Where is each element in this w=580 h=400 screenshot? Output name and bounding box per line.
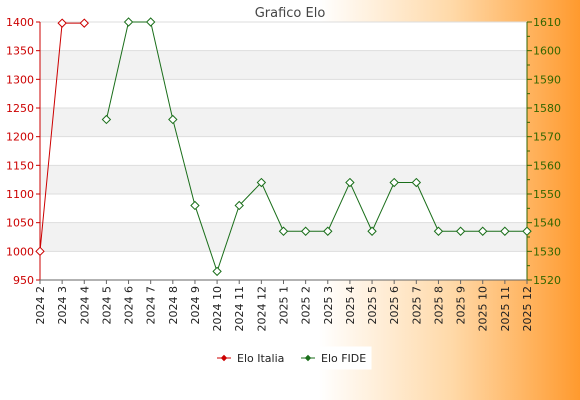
right-axis-tick-label: 1600 xyxy=(533,45,561,58)
x-axis-tick-label: 2024 10 xyxy=(211,286,224,332)
x-axis-tick-label: 2024 2 xyxy=(34,286,47,325)
elo-fide-point xyxy=(101,114,112,125)
right-axis-tick-label: 1540 xyxy=(533,217,561,230)
x-axis-tick-label: 2024 11 xyxy=(233,286,246,332)
elo-fide-point xyxy=(212,266,222,277)
x-axis-tick-label: 2024 6 xyxy=(123,286,136,325)
elo-fide-point xyxy=(256,177,267,188)
left-axis-tick-label: 950 xyxy=(13,274,34,287)
elo-fide-point xyxy=(345,177,355,188)
x-axis-tick-label: 2025 12 xyxy=(521,286,534,332)
x-axis-tick-label: 2025 8 xyxy=(432,286,445,325)
x-axis-tick-label: 2025 5 xyxy=(366,286,379,325)
x-axis-tick-label: 2024 7 xyxy=(145,286,158,325)
x-axis-tick-label: 2025 4 xyxy=(344,286,357,325)
right-axis-tick-label: 1570 xyxy=(533,131,561,144)
elo-italia-legend-label: Elo Italia xyxy=(237,352,284,365)
elo-fide-point xyxy=(522,226,532,236)
x-axis-tick-label: 2025 7 xyxy=(410,286,423,325)
elo-fide-point xyxy=(234,200,244,211)
elo-fide-point xyxy=(389,177,399,188)
left-axis-tick-label: 1050 xyxy=(6,217,34,230)
left-axis-tick-label: 1150 xyxy=(6,159,34,172)
elo-fide-legend-label: Elo FIDE xyxy=(321,352,366,365)
grid-band xyxy=(40,50,527,80)
x-axis-tick-label: 2024 8 xyxy=(167,286,180,325)
x-axis-tick-label: 2025 9 xyxy=(455,286,468,325)
x-axis-tick-label: 2024 12 xyxy=(255,286,268,332)
left-axis-tick-label: 1100 xyxy=(6,188,34,201)
elo-fide-legend-marker xyxy=(304,354,312,362)
grid-band xyxy=(40,108,527,137)
x-axis-tick-label: 2024 9 xyxy=(189,286,202,325)
elo-fide-point xyxy=(500,226,510,236)
elo-italia-point xyxy=(79,18,89,28)
left-axis-tick-label: 1250 xyxy=(6,102,34,115)
right-axis-tick-label: 1580 xyxy=(533,102,561,115)
x-axis-tick-label: 2024 5 xyxy=(100,286,113,325)
chart-title: Grafico Elo xyxy=(255,6,326,21)
x-axis-tick-label: 2024 3 xyxy=(56,286,69,325)
elo-fide-point xyxy=(411,177,422,188)
x-axis-tick-label: 2025 1 xyxy=(278,286,291,325)
x-axis-tick-label: 2025 2 xyxy=(300,286,313,325)
elo-fide-point xyxy=(455,226,466,236)
right-axis-tick-label: 1560 xyxy=(533,159,561,172)
left-axis-tick-label: 1300 xyxy=(6,73,34,86)
elo-fide-point xyxy=(190,200,200,211)
elo-italia-point xyxy=(35,246,45,257)
elo-fide-point xyxy=(278,226,289,236)
left-axis-tick-label: 1350 xyxy=(6,45,34,58)
x-axis-tick-label: 2025 11 xyxy=(499,286,512,332)
elo-fide-point xyxy=(323,226,333,236)
right-axis-tick-label: 1610 xyxy=(533,16,561,29)
grid-band xyxy=(40,165,527,194)
elo-fide-point xyxy=(168,114,178,125)
elo-fide-point xyxy=(433,226,444,236)
left-axis-tick-label: 1000 xyxy=(6,245,34,258)
elo-fide-point xyxy=(123,17,134,27)
legend-box xyxy=(210,346,372,370)
elo-fide-point xyxy=(367,226,377,236)
x-axis-tick-label: 2025 6 xyxy=(388,286,401,325)
x-axis-tick-label: 2024 4 xyxy=(78,286,91,325)
right-axis-tick-label: 1590 xyxy=(533,73,561,86)
elo-fide-point xyxy=(300,226,311,236)
right-axis-tick-label: 1520 xyxy=(533,274,561,287)
left-axis-tick-label: 1400 xyxy=(6,16,34,29)
elo-italia-point xyxy=(57,18,67,28)
elo-italia-legend-marker xyxy=(220,354,228,362)
right-axis-tick-label: 1550 xyxy=(533,188,561,201)
x-axis-tick-label: 2025 3 xyxy=(322,286,335,325)
elo-fide-point xyxy=(478,226,488,236)
right-axis-tick-label: 1530 xyxy=(533,245,561,258)
elo-fide-point xyxy=(145,17,156,27)
x-axis-tick-label: 2025 10 xyxy=(477,286,490,332)
left-axis-tick-label: 1200 xyxy=(6,131,34,144)
